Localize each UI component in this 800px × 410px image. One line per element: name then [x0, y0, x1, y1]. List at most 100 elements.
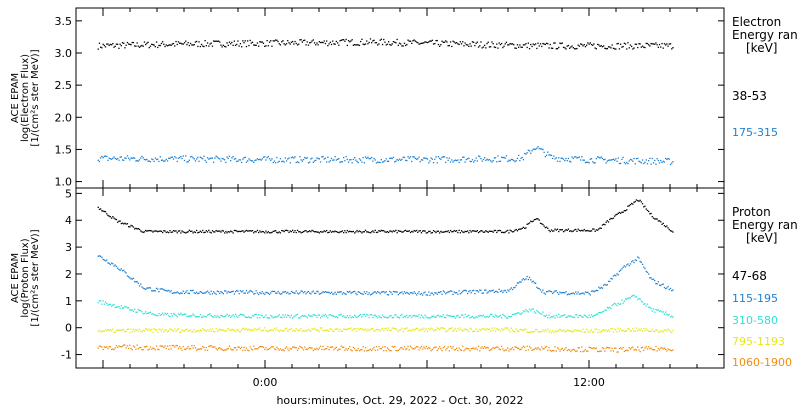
data-point	[555, 48, 557, 50]
data-point	[285, 316, 288, 318]
data-point	[541, 313, 543, 315]
data-point	[267, 231, 269, 233]
data-point	[509, 288, 511, 290]
data-point	[497, 155, 499, 157]
data-point	[575, 156, 577, 158]
data-point	[100, 300, 102, 302]
data-point	[321, 348, 323, 351]
data-point	[299, 329, 301, 331]
data-point	[296, 44, 299, 46]
data-point	[562, 292, 565, 294]
data-point	[545, 42, 548, 44]
data-point	[273, 160, 276, 162]
data-point	[319, 231, 322, 233]
data-point	[572, 348, 574, 351]
data-point	[403, 315, 406, 317]
data-point	[317, 291, 319, 293]
data-point	[543, 315, 545, 317]
data-point	[185, 348, 187, 351]
data-point	[507, 160, 509, 163]
data-point	[198, 231, 200, 233]
data-point	[104, 155, 107, 157]
data-point	[526, 310, 528, 312]
data-point	[634, 259, 636, 261]
data-point	[623, 210, 625, 212]
data-point	[476, 290, 478, 292]
data-point	[456, 347, 458, 349]
data-point	[341, 39, 344, 41]
data-point	[643, 303, 645, 305]
data-point	[169, 291, 171, 293]
data-point	[152, 313, 154, 315]
data-point	[354, 314, 356, 317]
data-point	[570, 292, 572, 295]
data-point	[513, 230, 515, 233]
data-point	[509, 229, 511, 231]
data-point	[503, 156, 505, 159]
data-point	[367, 328, 369, 330]
data-point	[652, 217, 655, 219]
data-point	[296, 292, 299, 294]
data-point	[661, 42, 663, 45]
data-point	[386, 347, 389, 349]
data-point	[641, 159, 644, 161]
data-point	[129, 309, 131, 311]
data-point	[287, 348, 289, 350]
data-point	[577, 44, 579, 46]
data-point	[187, 315, 189, 317]
data-point	[429, 40, 431, 42]
data-point	[244, 156, 246, 158]
data-point	[360, 349, 362, 351]
data-point	[607, 221, 610, 223]
data-point	[618, 211, 621, 214]
data-point	[183, 159, 186, 162]
data-point	[323, 315, 325, 317]
data-point	[443, 231, 446, 233]
data-point	[497, 316, 499, 318]
data-point	[206, 349, 209, 351]
data-point	[374, 159, 376, 161]
data-point	[271, 290, 273, 292]
data-point	[157, 158, 159, 160]
data-point	[332, 315, 334, 317]
data-point	[660, 284, 662, 287]
data-point	[479, 289, 481, 291]
data-point	[580, 314, 582, 317]
data-point	[492, 289, 494, 291]
data-point	[628, 205, 630, 207]
data-point	[454, 159, 457, 161]
data-point	[575, 291, 577, 293]
data-point	[160, 230, 163, 232]
data-point	[560, 315, 562, 317]
data-point	[106, 330, 108, 332]
data-point	[617, 212, 619, 214]
data-point	[555, 229, 557, 231]
data-point	[458, 347, 460, 349]
data-point	[612, 350, 615, 352]
data-point	[172, 330, 175, 332]
data-point	[222, 230, 224, 232]
data-point	[564, 160, 566, 162]
data-point	[394, 161, 396, 163]
data-point	[475, 42, 477, 44]
data-point	[301, 231, 303, 233]
data-point	[594, 314, 596, 316]
data-point	[264, 232, 266, 234]
data-point	[650, 307, 652, 309]
electron-series-points	[97, 38, 674, 166]
data-point	[569, 315, 571, 317]
data-point	[344, 349, 346, 351]
data-point	[556, 48, 559, 50]
data-point	[236, 160, 238, 163]
data-point	[177, 157, 180, 159]
data-point	[429, 230, 431, 232]
data-point	[227, 348, 229, 350]
data-point	[462, 314, 464, 316]
data-point	[645, 346, 647, 348]
data-point	[403, 42, 406, 44]
data-point	[381, 314, 384, 316]
data-point	[213, 316, 215, 318]
data-point	[117, 267, 119, 269]
electron-ylabel-line-3: [1/(cm²s ster MeV)]	[30, 49, 41, 146]
data-point	[446, 347, 448, 350]
